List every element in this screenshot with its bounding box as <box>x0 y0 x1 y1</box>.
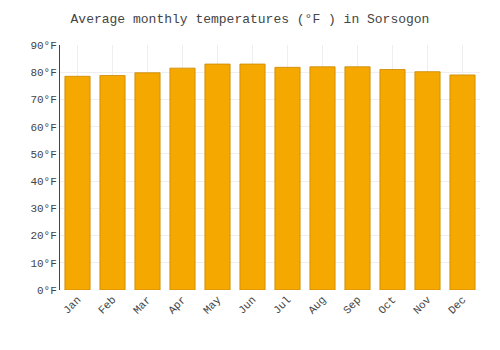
svg-text:Mar: Mar <box>131 294 153 316</box>
svg-text:50°F: 50°F <box>30 149 56 161</box>
svg-text:40°F: 40°F <box>30 176 56 188</box>
svg-text:20°F: 20°F <box>30 230 56 242</box>
svg-text:60°F: 60°F <box>30 122 56 134</box>
svg-text:30°F: 30°F <box>30 203 56 215</box>
svg-text:Sep: Sep <box>341 294 363 316</box>
svg-text:Average monthly temperatures (: Average monthly temperatures (°F ) in So… <box>71 12 430 27</box>
svg-text:0°F: 0°F <box>37 285 57 297</box>
svg-text:10°F: 10°F <box>30 258 56 270</box>
svg-text:Apr: Apr <box>166 294 188 316</box>
svg-text:Dec: Dec <box>446 294 468 316</box>
svg-text:Jan: Jan <box>61 294 83 316</box>
svg-text:Jun: Jun <box>236 294 258 316</box>
svg-text:Jul: Jul <box>271 294 293 316</box>
svg-text:70°F: 70°F <box>30 94 56 106</box>
svg-text:Aug: Aug <box>306 294 328 316</box>
svg-text:Feb: Feb <box>96 294 118 316</box>
svg-text:90°F: 90°F <box>30 40 56 52</box>
svg-text:Oct: Oct <box>376 294 398 316</box>
svg-text:Nov: Nov <box>411 294 434 317</box>
svg-text:May: May <box>201 294 224 317</box>
svg-text:80°F: 80°F <box>30 67 56 79</box>
